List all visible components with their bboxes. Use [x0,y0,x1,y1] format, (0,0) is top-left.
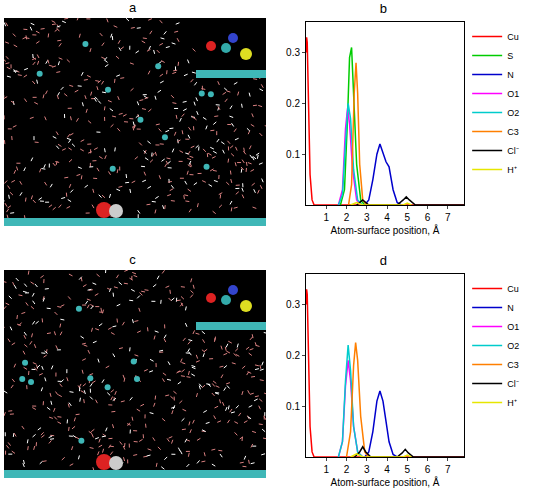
svg-text:2: 2 [344,212,350,223]
svg-text:O2: O2 [507,108,519,118]
svg-text:Cu: Cu [507,32,519,42]
svg-text:N: N [507,70,514,80]
html-text:a: a [128,0,137,15]
svg-text:3: 3 [364,212,370,223]
svg-text:H⁺: H⁺ [507,398,517,408]
svg-text:O1: O1 [507,322,519,332]
html-text:c: c [129,252,136,267]
svg-text:6: 6 [425,464,431,475]
svg-text:O2: O2 [507,341,519,351]
svg-text:Atom-surface position, Å: Atom-surface position, Å [331,224,440,236]
svg-text:Cl⁻: Cl⁻ [507,146,519,156]
svg-text:0.1: 0.1 [286,401,300,412]
svg-text:S: S [507,51,513,61]
svg-text:d: d [380,253,387,268]
svg-text:7: 7 [445,464,451,475]
svg-text:O1: O1 [507,89,519,99]
svg-text:3: 3 [364,464,370,475]
svg-text:N: N [507,303,514,313]
svg-text:H⁺: H⁺ [507,165,517,175]
svg-text:Atom-surface position, Å: Atom-surface position, Å [331,476,440,488]
svg-text:4: 4 [384,464,390,475]
svg-text:4: 4 [384,212,390,223]
svg-text:C3: C3 [507,360,519,370]
svg-text:7: 7 [445,212,451,223]
svg-text:5: 5 [404,212,410,223]
svg-text:1: 1 [323,464,329,475]
svg-text:6: 6 [425,212,431,223]
svg-text:1: 1 [323,212,329,223]
svg-text:C3: C3 [507,127,519,137]
svg-text:0.2: 0.2 [286,350,300,361]
svg-text:0.3: 0.3 [286,47,300,58]
svg-text:0.1: 0.1 [286,149,300,160]
svg-text:Cl⁻: Cl⁻ [507,379,519,389]
svg-text:0.3: 0.3 [286,299,300,310]
svg-text:Cu: Cu [507,284,519,294]
svg-text:0.2: 0.2 [286,98,300,109]
svg-text:5: 5 [404,464,410,475]
svg-text:2: 2 [344,464,350,475]
svg-text:b: b [380,1,387,16]
